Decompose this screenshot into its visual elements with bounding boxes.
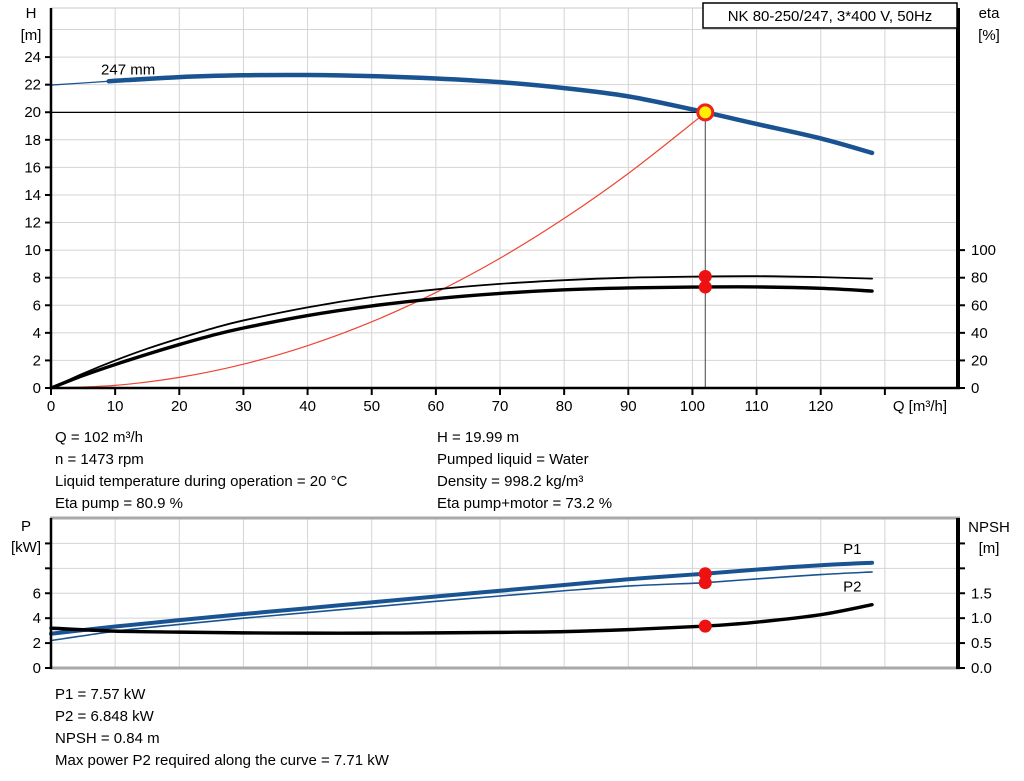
- right-tick-label: 40: [971, 325, 988, 342]
- p2-curve: [50, 571, 873, 642]
- x-tick-label: 90: [620, 398, 637, 415]
- x-tick-label: 10: [107, 398, 124, 415]
- system-curve: [50, 111, 706, 389]
- left-tick-label: 20: [24, 104, 41, 121]
- x-tick-label: 100: [680, 398, 705, 415]
- h-axis-title: H [m]: [21, 5, 42, 44]
- p-axis-title-line1: P: [21, 518, 31, 535]
- eta-axis-title: eta [%]: [978, 5, 1000, 44]
- eta-pump-motor-curve: [49, 285, 874, 390]
- p-axis-title: P [kW]: [11, 518, 41, 556]
- p1-curve-label: P1: [843, 541, 861, 558]
- h-axis-title-line2: [m]: [21, 27, 42, 44]
- x-tick-label: 80: [556, 398, 573, 415]
- gridlines: [51, 7, 958, 388]
- npsh-point[interactable]: [698, 619, 712, 633]
- eta-pump-motor-point[interactable]: [698, 280, 712, 294]
- right-tick-label: 20: [971, 352, 988, 369]
- left-tick-label: 12: [24, 215, 41, 232]
- p2-point[interactable]: [698, 576, 712, 590]
- npsh-axis-title-line1: NPSH: [968, 519, 1010, 536]
- p1-curve: [49, 560, 875, 636]
- power-info: P1 = 7.57 kW P2 = 6.848 kW NPSH = 0.84 m…: [55, 684, 389, 772]
- left-tick-label: 16: [24, 159, 41, 176]
- density-value: Density = 998.2 kg/m³: [437, 473, 584, 490]
- right-tick-label: 0.0: [971, 660, 992, 677]
- left-tick-label: 24: [24, 49, 41, 66]
- right-tick-label: 1.0: [971, 610, 992, 627]
- p2-curve-label: P2: [843, 578, 861, 595]
- pump-title: NK 80-250/247, 3*400 V, 50Hz: [728, 8, 933, 25]
- left-tick-label: 2: [33, 352, 41, 369]
- duty-info-left: Q = 102 m³/h n = 1473 rpm Liquid tempera…: [55, 427, 347, 515]
- power-chart-generated: 0 2 4 6 0.0 0.5 1.0 1.5 P1 P2: [33, 516, 992, 677]
- x-tick-label: 120: [808, 398, 833, 415]
- npsh-value: NPSH = 0.84 m: [55, 730, 160, 747]
- h-axis-title-line1: H: [26, 5, 37, 22]
- p2-value: P2 = 6.848 kW: [55, 708, 154, 725]
- left-tick-label: 2: [33, 635, 41, 652]
- eta-axis-title-line2: [%]: [978, 27, 1000, 44]
- flow-value: Q = 102 m³/h: [55, 429, 143, 446]
- eta-pump-motor-value: Eta pump+motor = 73.2 %: [437, 495, 613, 512]
- p1-value: P1 = 7.57 kW: [55, 686, 146, 703]
- right-tick-label: 0: [971, 380, 979, 397]
- x-tick-label: 0: [47, 398, 55, 415]
- pumped-liquid-value: Pumped liquid = Water: [437, 451, 589, 468]
- left-tick-label: 8: [33, 270, 41, 287]
- right-tick-label: 80: [971, 270, 988, 287]
- left-tick-label: 4: [33, 610, 41, 627]
- right-tick-label: 60: [971, 297, 988, 314]
- p1-point[interactable]: [698, 567, 712, 581]
- duty-info-right: H = 19.99 m Pumped liquid = Water Densit…: [437, 427, 612, 515]
- left-tick-label: 10: [24, 242, 41, 259]
- head-curve-247mm: [106, 72, 875, 156]
- left-tick-label: 4: [33, 325, 41, 342]
- gridlines: [51, 518, 958, 668]
- duty-point[interactable]: [696, 103, 715, 122]
- left-tick-label: 0: [33, 660, 41, 677]
- liquid-temperature-value: Liquid temperature during operation = 20…: [55, 473, 348, 490]
- power-npsh-chart: 0 2 4 6 0.0 0.5 1.0 1.5 P1 P2 P [kW] NPSH [m]: [11, 516, 1010, 677]
- left-tick-label: 0: [33, 380, 41, 397]
- max-power-value: Max power P2 required along the curve = …: [55, 752, 389, 769]
- npsh-curve: [49, 603, 874, 635]
- impeller-diameter-label: 247 mm: [101, 61, 155, 78]
- x-tick-label: 70: [492, 398, 509, 415]
- left-tick-label: 6: [33, 297, 41, 314]
- left-tick-label: 6: [33, 585, 41, 602]
- npsh-axis-title: NPSH [m]: [968, 519, 1010, 557]
- npsh-axis-title-line2: [m]: [979, 540, 1000, 557]
- axes-spines: 0 2 4 6 0.0 0.5 1.0 1.5: [33, 516, 992, 677]
- speed-value: n = 1473 rpm: [55, 451, 144, 468]
- eta-pump-value: Eta pump = 80.9 %: [55, 495, 183, 512]
- x-tick-label: 50: [363, 398, 380, 415]
- left-tick-label: 22: [24, 77, 41, 94]
- pump-title-box: NK 80-250/247, 3*400 V, 50Hz: [702, 2, 958, 29]
- x-tick-label: 60: [428, 398, 445, 415]
- x-tick-label: 110: [745, 398, 769, 415]
- title-box-frame: [702, 2, 958, 29]
- eta-pump-curve: [50, 275, 873, 389]
- right-tick-label: 0.5: [971, 635, 992, 652]
- left-tick-label: 18: [24, 132, 41, 149]
- right-tick-label: 1.5: [971, 585, 992, 602]
- x-tick-label: 20: [171, 398, 188, 415]
- eta-axis-title-line1: eta: [979, 5, 1001, 22]
- right-tick-label: 100: [971, 242, 996, 259]
- x-tick-label: 30: [235, 398, 252, 415]
- x-axis-title: Q [m³/h]: [893, 398, 947, 415]
- x-tick-label: 40: [299, 398, 316, 415]
- head-value: H = 19.99 m: [437, 429, 520, 446]
- p-axis-title-line2: [kW]: [11, 539, 41, 556]
- left-tick-label: 14: [24, 187, 41, 204]
- eta-pump-point[interactable]: [698, 269, 712, 283]
